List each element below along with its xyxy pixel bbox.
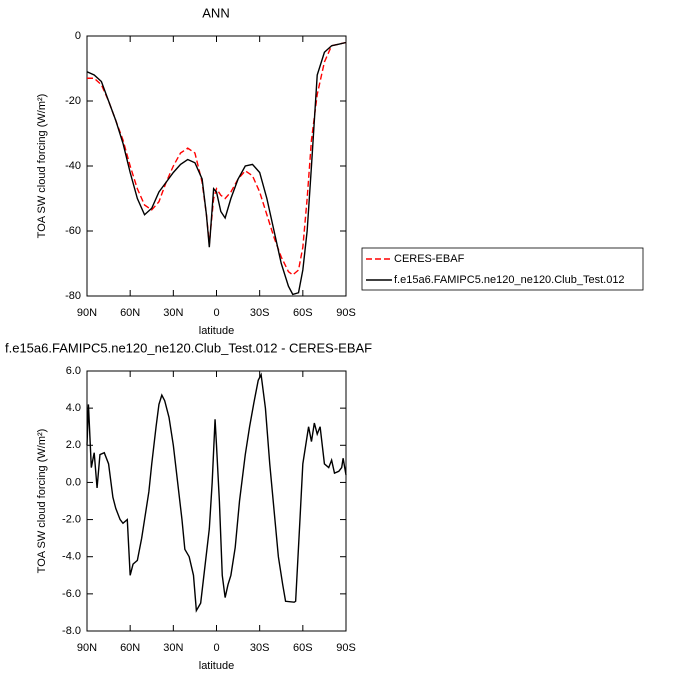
chart-title: f.e15a6.FAMIPC5.ne120_ne120.Club_Test.01… — [5, 340, 372, 355]
x-tick-label: 0 — [213, 642, 219, 654]
y-tick-label: 2.0 — [66, 439, 81, 451]
x-tick-label: 90N — [77, 642, 97, 654]
y-tick-label: 6.0 — [66, 365, 81, 377]
plot-frame — [86, 370, 347, 632]
y-tick-label: 4.0 — [66, 402, 81, 414]
x-tick-label: 60N — [120, 642, 140, 654]
data-line — [87, 41, 347, 276]
x-axis-label: latitude — [199, 325, 234, 337]
x-tick-label: 30N — [163, 642, 183, 654]
chart-title: ANN — [202, 5, 229, 20]
x-tick-label: 30S — [250, 642, 270, 654]
x-tick-label: 30N — [163, 307, 183, 319]
x-tick-label: 60N — [120, 307, 140, 319]
x-tick-label: 90S — [336, 642, 356, 654]
y-tick-label: 0 — [75, 30, 81, 42]
y-tick-label: -20 — [65, 95, 81, 107]
y-tick-label: -2.0 — [62, 513, 81, 525]
y-tick-label: 0.0 — [66, 476, 81, 488]
x-tick-label: 90S — [336, 307, 356, 319]
legend-label: CERES-EBAF — [394, 253, 465, 265]
y-tick-label: -60 — [65, 225, 81, 237]
y-axis-label: TOA SW cloud forcing (W/m²) — [36, 94, 48, 239]
y-tick-label: -8.0 — [62, 625, 81, 637]
x-tick-label: 90N — [77, 307, 97, 319]
y-tick-label: -80 — [65, 290, 81, 302]
y-tick-label: -40 — [65, 160, 81, 172]
y-tick-label: -4.0 — [62, 551, 81, 563]
x-tick-label: 30S — [250, 307, 270, 319]
legend-label: f.e15a6.FAMIPC5.ne120_ne120.Club_Test.01… — [394, 274, 625, 286]
x-tick-label: 60S — [293, 642, 313, 654]
y-axis-label: TOA SW cloud forcing (W/m²) — [36, 429, 48, 574]
plot-frame — [86, 35, 347, 297]
legend-box — [361, 247, 644, 291]
data-line — [86, 41, 347, 296]
y-tick-label: -6.0 — [62, 588, 81, 600]
x-tick-label: 0 — [213, 307, 219, 319]
data-line — [86, 372, 347, 613]
x-axis-label: latitude — [199, 660, 234, 672]
x-tick-label: 60S — [293, 307, 313, 319]
